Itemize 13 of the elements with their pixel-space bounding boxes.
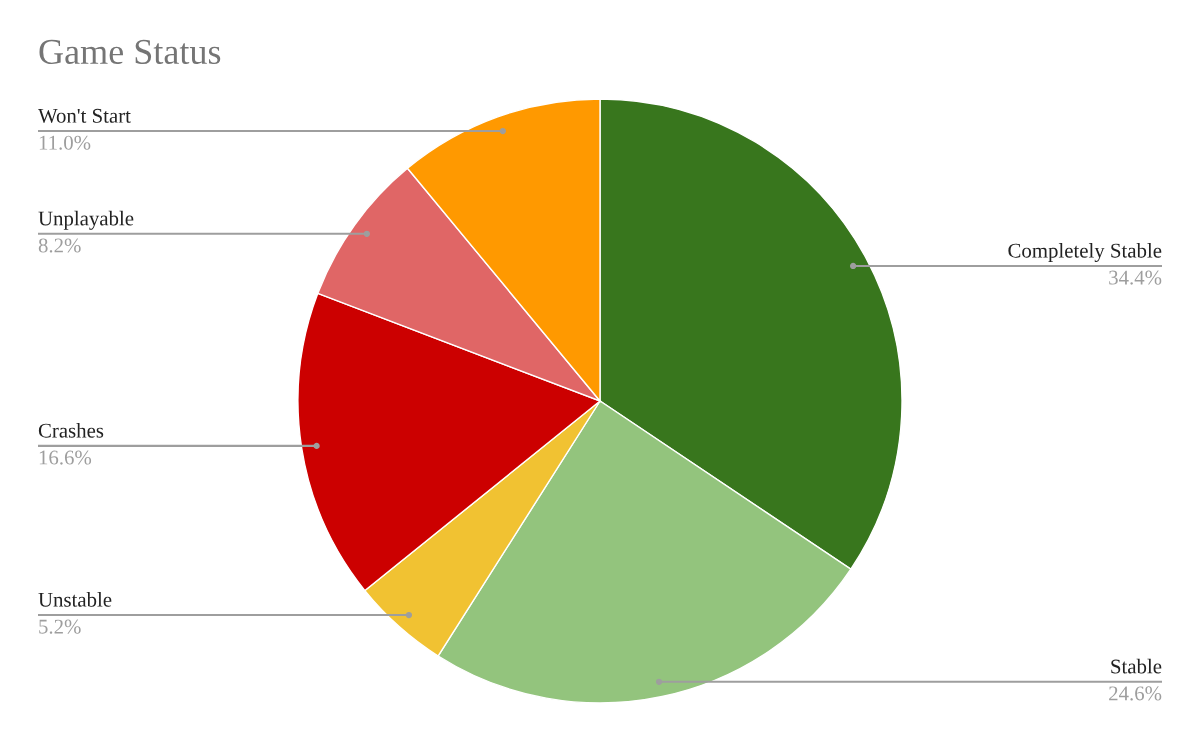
data-label: 11.0% (39, 135, 91, 150)
data-label: 8.2% (38, 238, 81, 253)
data-label: 5.2% (39, 619, 81, 634)
slice-label: Completely Stable (1008, 243, 1162, 262)
slice-label: Stable (1111, 658, 1162, 674)
data-label: 16.6% (39, 450, 92, 465)
data-label: 24.6% (1109, 686, 1162, 701)
slice-label: Unplayable (38, 210, 134, 230)
data-label: 34.4% (1109, 270, 1162, 285)
slice-label: Unstable (38, 592, 112, 607)
slice-label: Crashes (38, 422, 104, 438)
slice-label: Won't Start (38, 108, 131, 123)
chart-title: Game Status (39, 39, 221, 65)
